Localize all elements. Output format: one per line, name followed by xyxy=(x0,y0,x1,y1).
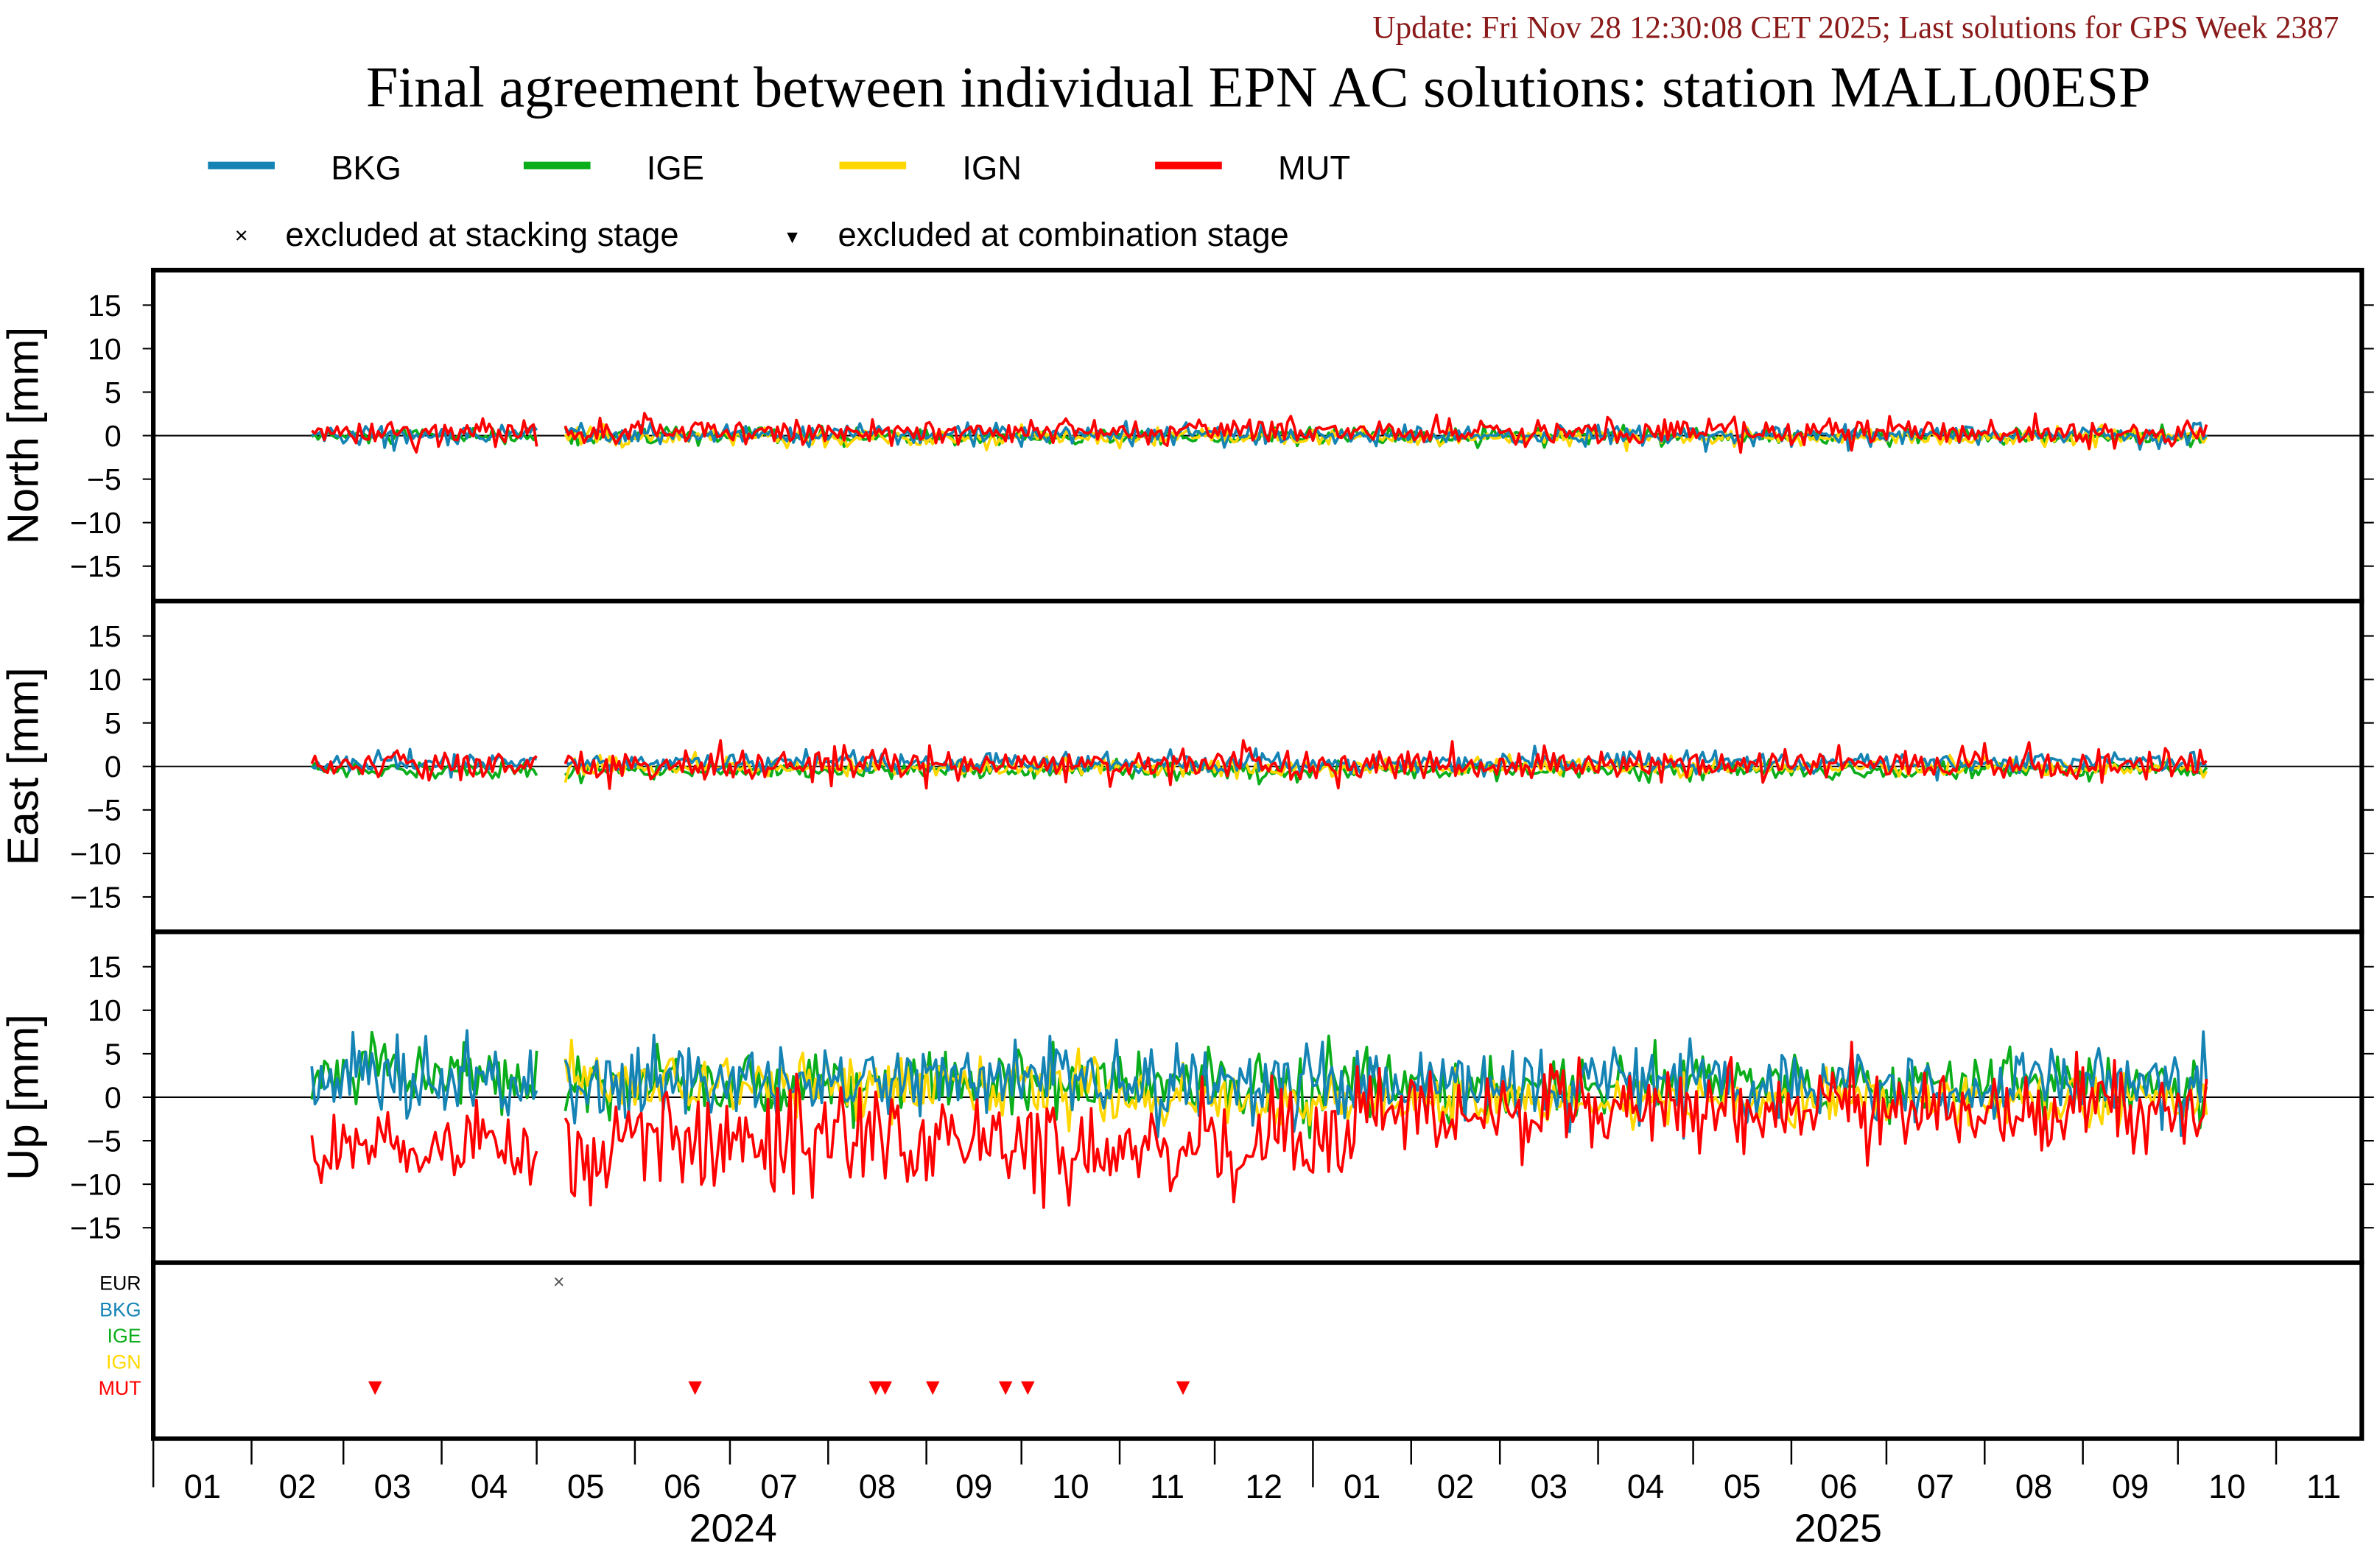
exclusion-row-label-bkg: BKG xyxy=(99,1298,141,1320)
y-tick-label: −10 xyxy=(70,837,122,870)
x-month-label: 10 xyxy=(2208,1468,2245,1505)
combination-exclusion-marker xyxy=(1176,1381,1190,1396)
y-tick-label: −5 xyxy=(87,793,122,827)
y-tick-label: 15 xyxy=(88,289,122,323)
update-text: Update: Fri Nov 28 12:30:08 CET 2025; La… xyxy=(1372,10,2339,46)
x-month-label: 12 xyxy=(1246,1468,1282,1505)
legend: BKG IGE IGN MUT × excluded at stacking s… xyxy=(208,149,1350,253)
y-tick-label: 10 xyxy=(88,332,122,366)
panel-east xyxy=(153,739,2362,790)
y-tick-label: −5 xyxy=(87,1124,122,1158)
x-month-label: 06 xyxy=(1820,1468,1857,1505)
x-month-label: 04 xyxy=(471,1468,508,1505)
y-tick-label: −15 xyxy=(70,880,122,914)
combination-exclusion-marker xyxy=(998,1381,1013,1396)
x-month-label: 07 xyxy=(1917,1468,1954,1505)
exclusion-row-label-eur: EUR xyxy=(99,1273,141,1295)
combination-exclusion-marker xyxy=(688,1381,702,1396)
legend-stacking-label: excluded at stacking stage xyxy=(285,216,678,253)
y-tick-label: −10 xyxy=(70,506,122,540)
exclusion-row-label-mut: MUT xyxy=(99,1377,141,1399)
y-tick-label: 0 xyxy=(105,750,122,784)
series-mut-up xyxy=(310,1098,538,1186)
series-mut-north xyxy=(311,417,538,454)
y-tick-label: −15 xyxy=(70,1211,122,1245)
legend-combination-label: excluded at combination stage xyxy=(838,216,1288,253)
legend-label-ign: IGN xyxy=(962,149,1022,186)
exclusion-panel xyxy=(151,1260,2365,1441)
y-tick-label: 15 xyxy=(88,950,122,984)
combination-exclusion-marker xyxy=(368,1381,382,1396)
y-axis-label-north: North [mm] xyxy=(0,327,48,544)
x-month-label: 02 xyxy=(1437,1468,1474,1505)
x-month-label: 05 xyxy=(567,1468,604,1505)
x-month-label: 10 xyxy=(1052,1468,1089,1505)
x-month-label: 08 xyxy=(859,1468,896,1505)
x-month-label: 01 xyxy=(1344,1468,1380,1505)
panel-up xyxy=(153,1029,2362,1209)
y-axis-label-east: East [mm] xyxy=(0,667,48,865)
y-tick-label: 0 xyxy=(105,1080,122,1114)
series-mut-north xyxy=(564,412,2208,454)
y-axis-label-up: Up [mm] xyxy=(0,1014,48,1180)
y-tick-label: −10 xyxy=(70,1168,122,1202)
series-mut-east xyxy=(564,739,2208,790)
panel-north xyxy=(153,412,2362,454)
x-month-label: 09 xyxy=(2112,1468,2149,1505)
combination-symbol-icon: ▼ xyxy=(783,228,801,247)
y-tick-label: 10 xyxy=(88,663,122,697)
x-month-label: 09 xyxy=(955,1468,992,1505)
exclusion-row-label-ige: IGE xyxy=(108,1325,141,1347)
combination-exclusion-marker xyxy=(868,1381,883,1396)
x-month-label: 08 xyxy=(2015,1468,2052,1505)
y-tick-label: 15 xyxy=(88,619,122,653)
x-year-label: 2025 xyxy=(1794,1507,1882,1545)
y-tick-label: −5 xyxy=(87,462,122,496)
x-month-label: 01 xyxy=(184,1468,221,1505)
x-month-label: 03 xyxy=(1531,1468,1568,1505)
x-year-label: 2024 xyxy=(689,1507,777,1545)
combination-exclusion-marker xyxy=(1021,1381,1035,1396)
exclusion-row-label-ign: IGN xyxy=(106,1351,141,1373)
y-tick-label: 5 xyxy=(105,1037,122,1071)
combination-exclusion-marker xyxy=(925,1381,940,1396)
y-tick-label: −15 xyxy=(70,549,122,583)
x-month-label: 05 xyxy=(1724,1468,1761,1505)
x-month-label: 11 xyxy=(1150,1468,1184,1505)
x-month-label: 11 xyxy=(2306,1468,2341,1505)
series-mut-east xyxy=(310,749,538,782)
chart-title: Final agreement between individual EPN A… xyxy=(366,54,2151,119)
y-tick-label: 0 xyxy=(105,419,122,453)
x-month-label: 04 xyxy=(1627,1468,1664,1505)
stacking-symbol-icon: × xyxy=(235,222,248,248)
x-month-label: 03 xyxy=(374,1468,411,1505)
series-mut-up xyxy=(564,1041,2208,1209)
stacking-exclusion-marker: × xyxy=(553,1271,565,1293)
combination-exclusion-marker xyxy=(878,1381,892,1396)
x-month-label: 06 xyxy=(664,1468,701,1505)
x-month-label: 02 xyxy=(279,1468,316,1505)
x-month-label: 07 xyxy=(760,1468,797,1505)
series-bkg-up xyxy=(310,1029,538,1120)
series-bkg-up xyxy=(564,1030,2208,1140)
legend-label-ige: IGE xyxy=(647,149,704,186)
legend-label-bkg: BKG xyxy=(331,149,401,186)
series-ign-up xyxy=(564,1038,2208,1135)
y-tick-label: 5 xyxy=(105,376,122,409)
y-tick-label: 5 xyxy=(105,706,122,740)
legend-label-mut: MUT xyxy=(1278,149,1350,186)
y-tick-label: 10 xyxy=(88,993,122,1027)
